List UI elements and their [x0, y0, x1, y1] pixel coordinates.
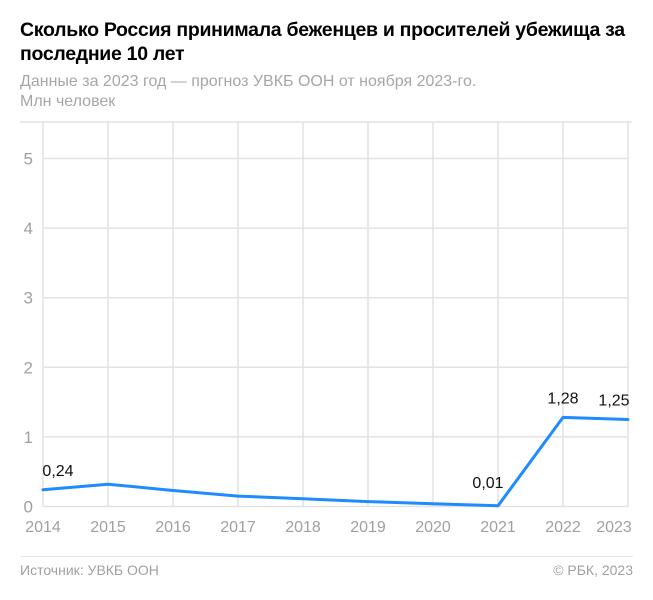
axis-ticks: 0 1 2 3 4 5 2014 2015 2016 2017 2018 2019 2020 2021 20…	[24, 150, 632, 537]
x-tick-label: 2018	[285, 519, 321, 536]
series-line	[41, 415, 630, 508]
data-label: 0,01	[472, 475, 503, 492]
chart-subtitle: Данные за 2023 год — прогноз УВКБ ООН от…	[20, 72, 640, 112]
y-tick-label: 0	[24, 498, 33, 517]
x-tick-label: 2015	[90, 519, 126, 536]
x-tick-label: 2021	[480, 519, 516, 536]
data-label: 1,28	[547, 390, 578, 407]
data-label: 1,25	[598, 393, 629, 410]
grid-lines	[20, 121, 632, 508]
y-tick-label: 5	[24, 150, 33, 169]
y-tick-label: 3	[24, 289, 33, 308]
x-tick-label: 2023	[596, 519, 632, 536]
y-tick-label: 1	[24, 428, 33, 447]
x-tick-label: 2016	[155, 519, 191, 536]
source-note: Источник: УВКБ ООН	[20, 562, 159, 578]
footer-divider	[20, 556, 633, 557]
x-tick-label: 2019	[350, 519, 386, 536]
copyright-note: © РБК, 2023	[553, 562, 633, 578]
y-tick-label: 4	[24, 219, 33, 238]
data-labels: 0,24 0,01 1,28 1,25	[42, 390, 629, 491]
chart-title: Сколько Россия принимала беженцев и прос…	[20, 19, 625, 65]
x-tick-label: 2020	[415, 519, 451, 536]
subtitle-line-1: Данные за 2023 год — прогноз УВКБ ООН от…	[20, 73, 477, 90]
x-tick-label: 2017	[220, 519, 256, 536]
x-tick-label: 2014	[25, 519, 61, 536]
data-label: 0,24	[42, 463, 73, 480]
subtitle-units: Млн человек	[20, 93, 116, 110]
y-tick-label: 2	[24, 358, 33, 377]
x-tick-label: 2022	[545, 519, 581, 536]
